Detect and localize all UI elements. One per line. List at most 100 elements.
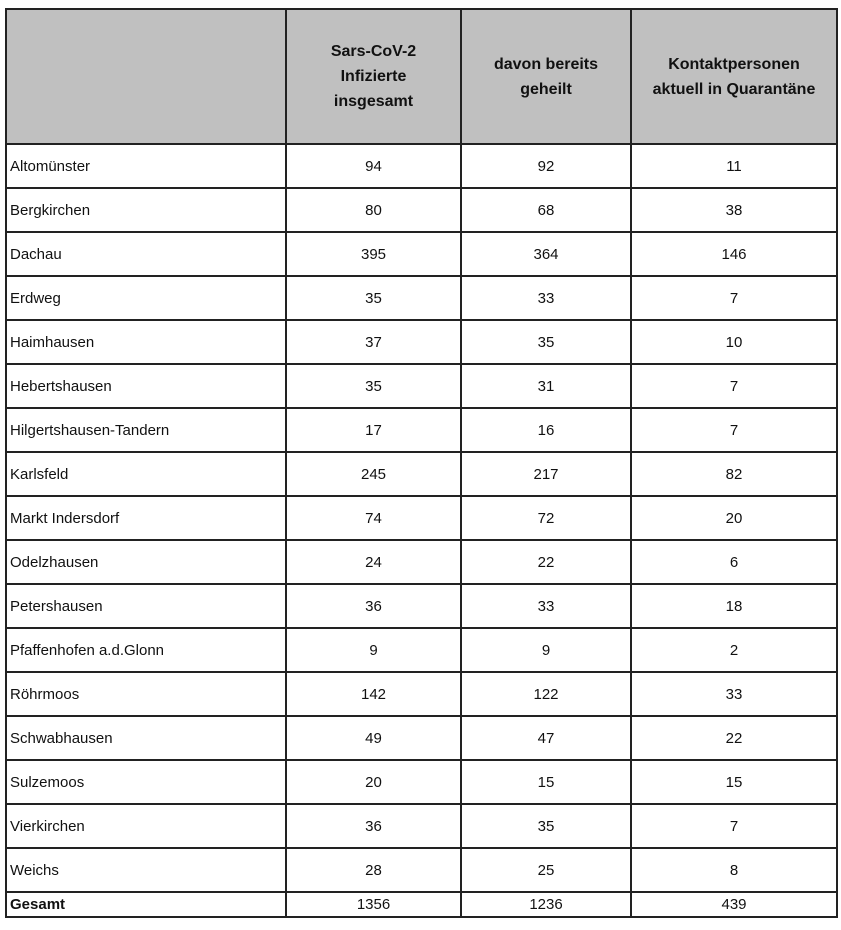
municipality-cell: Erdweg [5,275,287,321]
table-row: Schwabhausen 49 47 22 [5,715,838,761]
header-infected: Sars-CoV-2 Infizierte insgesamt [285,8,462,145]
quarantine-cell: 7 [630,275,838,321]
municipality-cell: Hebertshausen [5,363,287,409]
quarantine-cell: 6 [630,539,838,585]
infected-cell: 36 [285,803,462,849]
table-row: Haimhausen 37 35 10 [5,319,838,365]
total-row: Gesamt 1356 1236 439 [5,891,838,918]
quarantine-cell: 33 [630,671,838,717]
header-line: Infizierte [340,68,407,85]
municipality-cell: Markt Indersdorf [5,495,287,541]
quarantine-cell: 7 [630,803,838,849]
municipality-cell: Bergkirchen [5,187,287,233]
quarantine-cell: 11 [630,143,838,189]
table-row: Odelzhausen 24 22 6 [5,539,838,585]
table-row: Erdweg 35 33 7 [5,275,838,321]
total-municipality-cell: Gesamt [5,891,287,918]
table-row: Hilgertshausen-Tandern 17 16 7 [5,407,838,453]
table-row: Pfaffenhofen a.d.Glonn 9 9 2 [5,627,838,673]
quarantine-cell: 2 [630,627,838,673]
quarantine-cell: 22 [630,715,838,761]
total-quarantine-cell: 439 [630,891,838,918]
table-row: Röhrmoos 142 122 33 [5,671,838,717]
municipality-cell: Dachau [5,231,287,277]
recovered-cell: 217 [460,451,632,497]
quarantine-cell: 18 [630,583,838,629]
recovered-cell: 33 [460,275,632,321]
infected-cell: 142 [285,671,462,717]
table-row: Markt Indersdorf 74 72 20 [5,495,838,541]
infected-cell: 17 [285,407,462,453]
table-row: Bergkirchen 80 68 38 [5,187,838,233]
municipality-cell: Sulzemoos [5,759,287,805]
infected-cell: 35 [285,275,462,321]
municipality-cell: Röhrmoos [5,671,287,717]
quarantine-cell: 7 [630,363,838,409]
recovered-cell: 364 [460,231,632,277]
quarantine-cell: 20 [630,495,838,541]
municipality-cell: Schwabhausen [5,715,287,761]
table-row: Weichs 28 25 8 [5,847,838,893]
recovered-cell: 22 [460,539,632,585]
recovered-cell: 92 [460,143,632,189]
quarantine-cell: 10 [630,319,838,365]
table-row: Petershausen 36 33 18 [5,583,838,629]
table-row: Karlsfeld 245 217 82 [5,451,838,497]
header-line: aktuell in Quarantäne [652,80,816,98]
municipality-cell: Haimhausen [5,319,287,365]
header-municipality [5,8,287,145]
recovered-cell: 25 [460,847,632,893]
infected-cell: 9 [285,627,462,673]
table-row: Dachau 395 364 146 [5,231,838,277]
quarantine-cell: 15 [630,759,838,805]
table-row: Vierkirchen 36 35 7 [5,803,838,849]
quarantine-cell: 82 [630,451,838,497]
header-line: Sars-CoV-2 [330,43,417,60]
quarantine-cell: 38 [630,187,838,233]
recovered-cell: 35 [460,803,632,849]
header-line: geheilt [520,80,572,98]
table-row: Hebertshausen 35 31 7 [5,363,838,409]
covid-table: Sars-CoV-2 Infizierte insgesamt davon be… [5,8,838,918]
infected-cell: 35 [285,363,462,409]
infected-cell: 395 [285,231,462,277]
infected-cell: 37 [285,319,462,365]
infected-cell: 36 [285,583,462,629]
header-line: insgesamt [333,93,414,110]
recovered-cell: 122 [460,671,632,717]
municipality-cell: Karlsfeld [5,451,287,497]
table-row: Altomünster 94 92 11 [5,143,838,189]
municipality-cell: Vierkirchen [5,803,287,849]
total-infected-cell: 1356 [285,891,462,918]
infected-cell: 80 [285,187,462,233]
municipality-cell: Pfaffenhofen a.d.Glonn [5,627,287,673]
table-row: Sulzemoos 20 15 15 [5,759,838,805]
municipality-cell: Weichs [5,847,287,893]
recovered-cell: 72 [460,495,632,541]
quarantine-cell: 8 [630,847,838,893]
header-quarantine: Kontaktpersonen aktuell in Quarantäne [630,8,838,145]
infected-cell: 28 [285,847,462,893]
recovered-cell: 16 [460,407,632,453]
recovered-cell: 68 [460,187,632,233]
header-line: davon bereits [493,55,599,73]
municipality-cell: Odelzhausen [5,539,287,585]
infected-cell: 245 [285,451,462,497]
quarantine-cell: 7 [630,407,838,453]
header-row: Sars-CoV-2 Infizierte insgesamt davon be… [5,8,838,145]
recovered-cell: 15 [460,759,632,805]
total-recovered-cell: 1236 [460,891,632,918]
recovered-cell: 31 [460,363,632,409]
municipality-cell: Petershausen [5,583,287,629]
infected-cell: 94 [285,143,462,189]
recovered-cell: 33 [460,583,632,629]
municipality-cell: Hilgertshausen-Tandern [5,407,287,453]
quarantine-cell: 146 [630,231,838,277]
header-line: Kontaktpersonen [668,55,800,73]
infected-cell: 74 [285,495,462,541]
infected-cell: 20 [285,759,462,805]
recovered-cell: 47 [460,715,632,761]
infected-cell: 24 [285,539,462,585]
municipality-cell: Altomünster [5,143,287,189]
recovered-cell: 35 [460,319,632,365]
